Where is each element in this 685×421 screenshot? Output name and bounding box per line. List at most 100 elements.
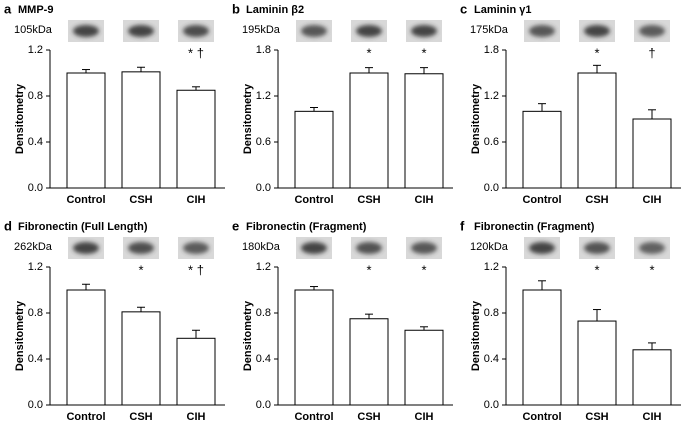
y-tick-label: 1.2 — [28, 261, 43, 273]
y-tick-label: 0.0 — [28, 182, 43, 194]
significance-mark: * † — [188, 45, 204, 60]
blot-band — [639, 242, 665, 254]
x-tick-label: Control — [294, 194, 333, 206]
y-tick-label: 0.0 — [256, 399, 271, 411]
y-tick-label: 1.2 — [484, 261, 499, 273]
blot-band — [411, 242, 437, 254]
bar — [632, 349, 672, 406]
bar — [632, 118, 672, 189]
blot-band — [301, 25, 327, 37]
y-axis-label: Densitometry — [470, 83, 482, 154]
bar — [294, 289, 334, 406]
y-axis-label: Densitometry — [242, 83, 254, 154]
significance-mark: * — [138, 262, 143, 277]
y-tick-label: 0.4 — [28, 353, 43, 365]
x-tick-label: CSH — [585, 411, 608, 421]
y-tick-label: 0.0 — [484, 182, 499, 194]
bar — [404, 73, 444, 189]
band-label: 120kDa — [470, 241, 509, 253]
x-tick-label: CIH — [187, 194, 206, 206]
bar — [349, 318, 389, 406]
blot-band — [584, 242, 610, 254]
band-label: 180kDa — [242, 241, 281, 253]
blot-band — [128, 242, 154, 254]
significance-mark: † — [648, 45, 655, 60]
panel-title: Fibronectin (Full Length) — [18, 221, 148, 233]
bar — [404, 329, 444, 406]
x-tick-label: Control — [66, 194, 105, 206]
y-tick-label: 0.4 — [484, 353, 499, 365]
x-tick-label: CSH — [129, 194, 152, 206]
y-tick-label: 0.0 — [28, 399, 43, 411]
panel-title: MMP-9 — [18, 4, 53, 16]
band-label: 262kDa — [14, 241, 53, 253]
bar — [522, 110, 562, 189]
blot-band — [356, 25, 382, 37]
blot-band — [128, 25, 154, 37]
bar — [121, 311, 161, 406]
y-tick-label: 1.2 — [256, 261, 271, 273]
y-tick-label: 0.8 — [28, 90, 43, 102]
bar — [577, 72, 617, 189]
x-tick-label: CSH — [129, 411, 152, 421]
blot-band — [183, 242, 209, 254]
x-tick-label: CIH — [415, 194, 434, 206]
y-axis-label: Densitometry — [14, 300, 26, 371]
y-tick-label: 1.2 — [256, 90, 271, 102]
bar — [349, 72, 389, 189]
blot-band — [183, 25, 209, 37]
bar — [522, 289, 562, 406]
blot-band — [639, 25, 665, 37]
y-tick-label: 1.2 — [484, 90, 499, 102]
x-tick-label: CIH — [187, 411, 206, 421]
x-tick-label: Control — [294, 411, 333, 421]
blot-band — [411, 25, 437, 37]
significance-mark: * — [594, 262, 599, 277]
y-axis-label: Densitometry — [242, 300, 254, 371]
y-axis-label: Densitometry — [470, 300, 482, 371]
blot-band — [73, 242, 99, 254]
bar — [176, 89, 216, 189]
panel-letter: e — [232, 218, 239, 233]
band-label: 195kDa — [242, 24, 281, 36]
blot-band — [529, 242, 555, 254]
significance-mark: * — [421, 262, 426, 277]
y-tick-label: 0.4 — [256, 353, 271, 365]
significance-mark: * — [421, 45, 426, 60]
y-tick-label: 1.2 — [28, 44, 43, 56]
band-label: 105kDa — [14, 24, 53, 36]
y-tick-label: 0.6 — [484, 136, 499, 148]
bar — [176, 337, 216, 406]
panel-title: Fibronectin (Fragment) — [246, 221, 367, 233]
panel-title: Laminin β2 — [246, 4, 304, 16]
x-tick-label: CSH — [585, 194, 608, 206]
panel-letter: b — [232, 1, 240, 16]
x-tick-label: Control — [66, 411, 105, 421]
y-tick-label: 0.6 — [256, 136, 271, 148]
y-tick-label: 0.8 — [256, 307, 271, 319]
significance-mark: * † — [188, 262, 204, 277]
y-axis-label: Densitometry — [14, 83, 26, 154]
y-tick-label: 0.4 — [28, 136, 43, 148]
x-tick-label: CSH — [357, 194, 380, 206]
bar — [121, 71, 161, 189]
y-tick-label: 0.8 — [28, 307, 43, 319]
y-tick-label: 0.0 — [484, 399, 499, 411]
significance-mark: * — [594, 45, 599, 60]
bar — [66, 289, 106, 406]
band-label: 175kDa — [470, 24, 509, 36]
panel-letter: f — [460, 218, 465, 233]
bar — [294, 110, 334, 189]
blot-band — [301, 242, 327, 254]
y-tick-label: 0.8 — [484, 307, 499, 319]
panel-letter: a — [4, 1, 12, 16]
y-tick-label: 0.0 — [256, 182, 271, 194]
panel-title: Laminin γ1 — [474, 4, 531, 16]
x-tick-label: Control — [522, 411, 561, 421]
y-tick-label: 1.8 — [256, 44, 271, 56]
significance-mark: * — [649, 262, 654, 277]
y-tick-label: 1.8 — [484, 44, 499, 56]
blot-band — [584, 25, 610, 37]
x-tick-label: CIH — [415, 411, 434, 421]
